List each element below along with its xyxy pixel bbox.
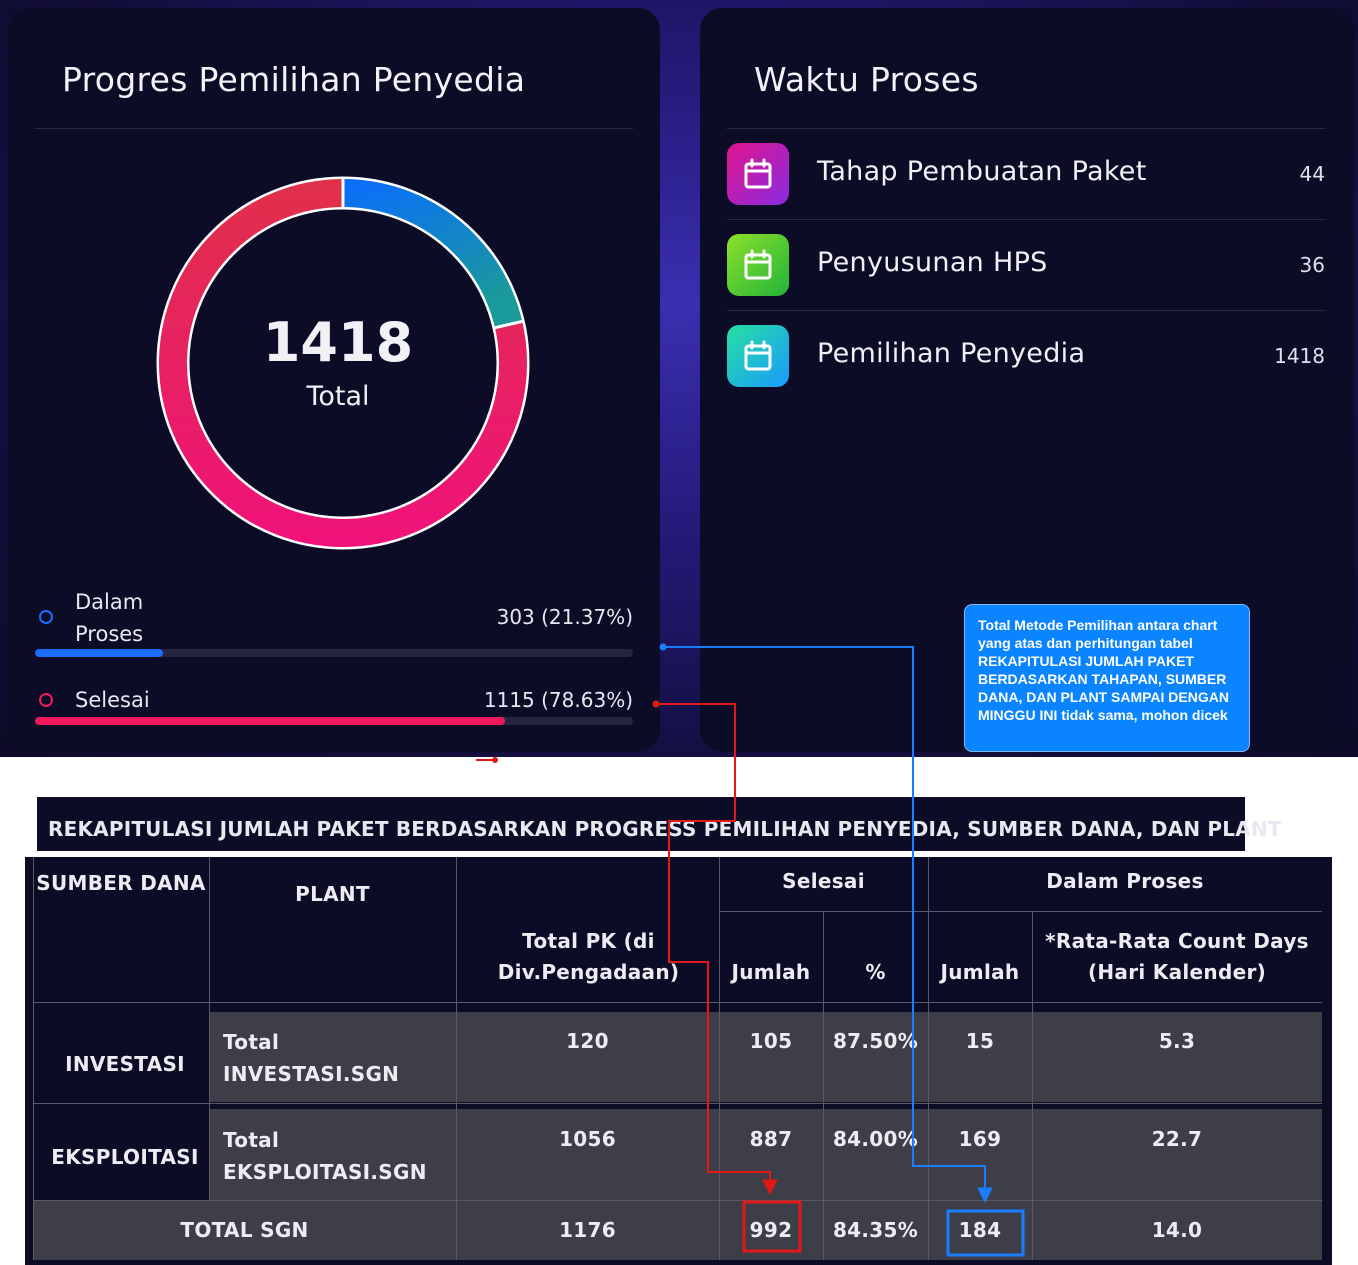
divider bbox=[35, 128, 633, 129]
legend-value-selesai: 1115 (78.63%) bbox=[483, 688, 633, 712]
cell-proses-jumlah: 15 bbox=[965, 1029, 995, 1053]
grid-line bbox=[719, 911, 1322, 912]
header-rata-rata: *Rata-Rata Count Days (Hari Kalender) bbox=[1045, 929, 1309, 984]
waktu-item-label: Tahap Pembuatan Paket bbox=[817, 156, 1147, 187]
total-proses-jumlah: 184 bbox=[958, 1218, 1002, 1242]
grid-line bbox=[209, 857, 210, 1200]
donut-chart bbox=[156, 176, 530, 550]
cell-total-pk: 1056 bbox=[559, 1127, 616, 1151]
progress-fill-dalam-proses bbox=[35, 649, 163, 657]
cell-selesai-jumlah: 105 bbox=[749, 1029, 793, 1053]
waktu-item-label: Pemilihan Penyedia bbox=[817, 338, 1086, 369]
table-row bbox=[209, 1012, 1322, 1102]
calendar-icon bbox=[727, 143, 789, 205]
donut-segment-dalam-proses[interactable] bbox=[343, 179, 523, 328]
header-plant: PLANT bbox=[295, 882, 370, 906]
header-selesai: Selesai bbox=[782, 869, 865, 893]
legend-dot-dalam-proses bbox=[39, 610, 53, 624]
grid-line bbox=[33, 857, 34, 1260]
total-selesai-persen: 84.35% bbox=[832, 1218, 919, 1242]
cell-sumber: INVESTASI bbox=[65, 1052, 185, 1076]
calendar-icon bbox=[727, 234, 789, 296]
calendar-icon bbox=[727, 325, 789, 387]
grid-line bbox=[456, 857, 457, 1260]
cell-rata: 22.7 bbox=[1151, 1127, 1203, 1151]
total-label: TOTAL SGN bbox=[180, 1218, 309, 1242]
grid-line bbox=[33, 1200, 1322, 1201]
legend-label-selesai: Selesai bbox=[75, 688, 150, 712]
cell-rata: 5.3 bbox=[1158, 1029, 1196, 1053]
cell-plant: Total INVESTASI.SGN bbox=[223, 1030, 400, 1086]
legend-label-dalam-proses: Dalam Proses bbox=[75, 590, 144, 646]
waktu-item-label: Penyusunan HPS bbox=[817, 247, 1048, 278]
red-annotation-arrow bbox=[476, 700, 802, 1253]
grid-line bbox=[33, 1002, 1322, 1003]
cell-selesai-persen: 87.50% bbox=[832, 1029, 919, 1053]
total-pk: 1176 bbox=[559, 1218, 616, 1242]
cell-total-pk: 120 bbox=[566, 1029, 609, 1053]
cell-plant: Total EKSPLOITASI.SGN bbox=[223, 1128, 427, 1184]
waktu-item-value: 36 bbox=[1299, 253, 1325, 277]
grid-line bbox=[1032, 912, 1033, 1260]
progress-fill-selesai bbox=[35, 717, 506, 725]
cell-proses-jumlah: 169 bbox=[958, 1127, 1002, 1151]
header-selesai-jumlah: Jumlah bbox=[731, 960, 811, 984]
cell-selesai-jumlah: 887 bbox=[749, 1127, 793, 1151]
header-selesai-persen: % bbox=[865, 960, 886, 984]
table-total-row bbox=[33, 1200, 1322, 1260]
progress-bar-selesai bbox=[35, 717, 633, 725]
header-total-pk: Total PK (di Div.Pengadaan) bbox=[497, 929, 680, 984]
cell-selesai-persen: 84.00% bbox=[832, 1127, 919, 1151]
waktu-item-value: 1418 bbox=[1274, 344, 1325, 368]
header-dalam-proses: Dalam Proses bbox=[1046, 869, 1204, 893]
donut-total-value: 1418 bbox=[262, 311, 414, 374]
table-title: REKAPITULASI JUMLAH PAKET BERDASARKAN PR… bbox=[37, 797, 1282, 851]
cell-sumber: EKSPLOITASI bbox=[51, 1145, 199, 1169]
divider bbox=[727, 128, 1325, 129]
grid-line bbox=[719, 857, 720, 1260]
total-rata: 14.0 bbox=[1151, 1218, 1203, 1242]
divider bbox=[727, 310, 1325, 311]
progres-title: Progres Pemilihan Penyedia bbox=[62, 60, 526, 99]
header-proses-jumlah: Jumlah bbox=[940, 960, 1020, 984]
total-selesai-jumlah: 992 bbox=[749, 1218, 793, 1242]
annotation-note: Total Metode Pemilihan antara chart yang… bbox=[964, 604, 1250, 752]
legend-value-dalam-proses: 303 (21.37%) bbox=[496, 605, 633, 629]
donut-total-label: Total bbox=[306, 381, 370, 412]
grid-line bbox=[33, 1103, 1322, 1104]
progres-card: Progres Pemilihan Penyedia 1418 Total Da… bbox=[8, 8, 660, 752]
blue-annotation-arrow bbox=[659, 643, 1025, 1257]
grid-line bbox=[823, 912, 824, 1260]
progress-bar-dalam-proses bbox=[35, 649, 633, 657]
waktu-item-value: 44 bbox=[1299, 162, 1325, 186]
header-sumber-dana: SUMBER DANA bbox=[36, 871, 206, 895]
legend-dot-selesai bbox=[39, 693, 53, 707]
rekap-table: SUMBER DANA PLANT Total PK (di Div.Penga… bbox=[25, 857, 1332, 1265]
waktu-proses-title: Waktu Proses bbox=[754, 60, 979, 99]
grid-line bbox=[928, 857, 929, 1260]
divider bbox=[727, 219, 1325, 220]
